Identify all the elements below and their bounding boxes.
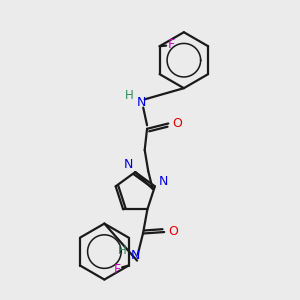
Text: N: N [130, 249, 140, 262]
Text: F: F [114, 262, 121, 276]
Text: H: H [118, 244, 127, 257]
Text: O: O [172, 117, 182, 130]
Text: N: N [137, 96, 146, 109]
Text: O: O [168, 225, 178, 238]
Text: N: N [124, 158, 134, 171]
Text: H: H [125, 89, 134, 102]
Text: F: F [167, 38, 174, 51]
Text: N: N [158, 175, 168, 188]
